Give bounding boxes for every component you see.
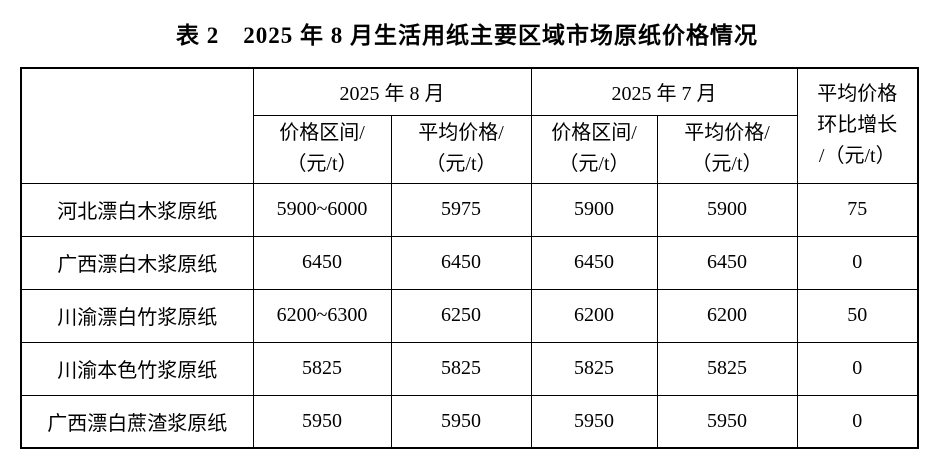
aug-avg-price-cell: 5950 <box>390 394 532 449</box>
aug-avg-price-header-line1: 平均价格/ <box>418 122 504 144</box>
avg-price-mom-change-header: 平均价格 环比增长 /（元/t） <box>796 67 919 184</box>
aug-avg-price-cell: 6250 <box>390 288 532 343</box>
aug-avg-price-cell: 5975 <box>390 182 532 237</box>
jul-avg-price-cell: 6200 <box>656 288 798 343</box>
region-name-cell: 广西漂白蔗渣浆原纸 <box>20 394 254 449</box>
mom-change-cell: 75 <box>796 182 919 237</box>
jul-avg-price-header-line2: （元/t） <box>691 153 763 175</box>
jul-avg-price-cell: 5900 <box>656 182 798 237</box>
aug-price-range-cell: 5950 <box>252 394 392 449</box>
table-row: 川渝本色竹浆原纸 5825 5825 5825 5825 0 <box>20 341 919 396</box>
jul-price-range-header-line1: 价格区间/ <box>551 122 637 144</box>
aug-price-range-cell: 6450 <box>252 235 392 290</box>
jul-price-range-cell: 6200 <box>530 288 658 343</box>
jul-price-range-cell: 5950 <box>530 394 658 449</box>
jul-avg-price-cell: 5950 <box>656 394 798 449</box>
table-row: 广西漂白木浆原纸 6450 6450 6450 6450 0 <box>20 235 919 290</box>
jul-price-range-header-line2: （元/t） <box>558 153 630 175</box>
aug-avg-price-cell: 5825 <box>390 341 532 396</box>
jul-price-range-header: 价格区间/ （元/t） <box>530 114 658 184</box>
aug-price-range-header: 价格区间/ （元/t） <box>252 114 392 184</box>
jul-avg-price-cell: 6450 <box>656 235 798 290</box>
jul-price-range-cell: 5900 <box>530 182 658 237</box>
mom-change-cell: 50 <box>796 288 919 343</box>
aug-avg-price-header-line2: （元/t） <box>425 153 497 175</box>
aug-price-range-cell: 6200~6300 <box>252 288 392 343</box>
avg-change-header-line1: 平均价格 <box>817 83 898 106</box>
aug-price-range-header-line2: （元/t） <box>286 153 358 175</box>
aug-avg-price-cell: 6450 <box>390 235 532 290</box>
avg-change-header-line2: 环比增长 <box>817 114 898 137</box>
region-name-cell: 广西漂白木浆原纸 <box>20 235 254 290</box>
aug-price-range-header-line1: 价格区间/ <box>279 122 365 144</box>
mom-change-cell: 0 <box>796 394 919 449</box>
table-row: 河北漂白木浆原纸 5900~6000 5975 5900 5900 75 <box>20 182 919 237</box>
avg-change-header-line3: /（元/t） <box>818 145 896 168</box>
page-title: 表 2 2025 年 8 月生活用纸主要区域市场原纸价格情况 <box>176 23 758 48</box>
aug-avg-price-header: 平均价格/ （元/t） <box>390 114 532 184</box>
jul-price-range-cell: 5825 <box>530 341 658 396</box>
mom-change-cell: 0 <box>796 235 919 290</box>
aug-price-range-cell: 5900~6000 <box>252 182 392 237</box>
jul-avg-price-cell: 5825 <box>656 341 798 396</box>
region-name-cell: 川渝本色竹浆原纸 <box>20 341 254 396</box>
region-name-cell: 川渝漂白竹浆原纸 <box>20 288 254 343</box>
table-corner-cell <box>20 67 254 184</box>
price-table: 2025 年 8 月 2025 年 7 月 平均价格 环比增长 /（元/t） 价… <box>20 67 919 449</box>
month-group-july-header: 2025 年 7 月 <box>530 67 798 116</box>
jul-avg-price-header: 平均价格/ （元/t） <box>656 114 798 184</box>
jul-avg-price-header-line1: 平均价格/ <box>684 122 770 144</box>
month-group-august-header: 2025 年 8 月 <box>252 67 532 116</box>
aug-price-range-cell: 5825 <box>252 341 392 396</box>
jul-price-range-cell: 6450 <box>530 235 658 290</box>
region-name-cell: 河北漂白木浆原纸 <box>20 182 254 237</box>
table-row: 广西漂白蔗渣浆原纸 5950 5950 5950 5950 0 <box>20 394 919 449</box>
table-row: 川渝漂白竹浆原纸 6200~6300 6250 6200 6200 50 <box>20 288 919 343</box>
mom-change-cell: 0 <box>796 341 919 396</box>
